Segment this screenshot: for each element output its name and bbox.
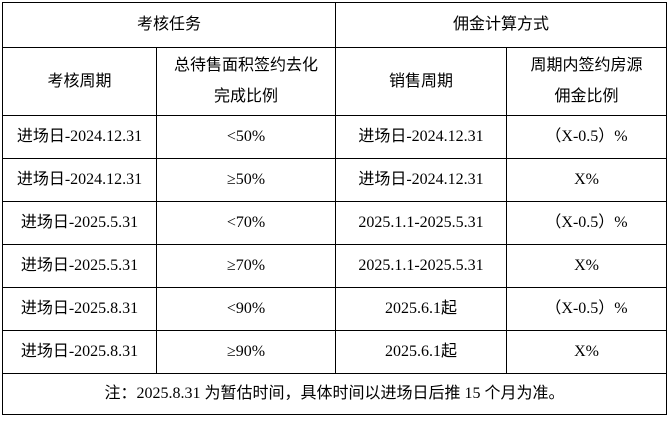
table-note-row: 注：2025.8.31 为暂估时间，具体时间以进场日后推 15 个月为准。 bbox=[1, 373, 668, 415]
table-cell: 进场日-2025.5.31 bbox=[2, 244, 157, 288]
table-header-row-2: 考核周期 总待售面积签约去化 完成比例 销售周期 周期内签约房源 佣金比例 bbox=[2, 47, 668, 116]
table-cell: 2025.6.1起 bbox=[335, 330, 508, 374]
header-assessment-task: 考核任务 bbox=[1, 2, 337, 48]
header-sales-period: 销售周期 bbox=[335, 47, 508, 116]
table-row: 进场日-2025.5.31 ≥70% 2025.1.1-2025.5.31 X% bbox=[2, 244, 668, 288]
table-row: 进场日-2024.12.31 <50% 进场日-2024.12.31 （X-0.… bbox=[2, 115, 668, 159]
table-cell: （X-0.5）% bbox=[506, 115, 668, 159]
table-row: 进场日-2024.12.31 ≥50% 进场日-2024.12.31 X% bbox=[2, 158, 668, 202]
table-cell: （X-0.5）% bbox=[506, 201, 668, 245]
header-completion-ratio: 总待售面积签约去化 完成比例 bbox=[155, 47, 337, 116]
table-row: 进场日-2025.5.31 <70% 2025.1.1-2025.5.31 （X… bbox=[2, 201, 668, 245]
table-cell: 进场日-2025.5.31 bbox=[2, 201, 157, 245]
footnote-text: 注：2025.8.31 为暂估时间，具体时间以进场日后推 15 个月为准。 bbox=[1, 373, 668, 415]
header-commission-ratio-line1: 周期内签约房源 bbox=[530, 57, 643, 75]
table-cell: ≥50% bbox=[155, 158, 337, 202]
header-completion-ratio-line2: 完成比例 bbox=[214, 87, 279, 105]
table-cell: <50% bbox=[155, 115, 337, 159]
table-cell: 2025.1.1-2025.5.31 bbox=[335, 244, 508, 288]
table-cell: 进场日-2024.12.31 bbox=[2, 158, 157, 202]
commission-assessment-table: 考核任务 佣金计算方式 考核周期 总待售面积签约去化 完成比例 销售周期 周期内… bbox=[1, 2, 668, 415]
table-cell: 2025.6.1起 bbox=[335, 287, 508, 331]
header-completion-ratio-line1: 总待售面积签约去化 bbox=[174, 57, 319, 75]
table-cell: ≥90% bbox=[155, 330, 337, 374]
table-cell: 进场日-2024.12.31 bbox=[335, 158, 508, 202]
table-cell: 进场日-2024.12.31 bbox=[2, 115, 157, 159]
table-cell: ≥70% bbox=[155, 244, 337, 288]
table-cell: 进场日-2024.12.31 bbox=[335, 115, 508, 159]
table-cell: X% bbox=[506, 158, 668, 202]
table-cell: 进场日-2025.8.31 bbox=[2, 287, 157, 331]
table-cell: X% bbox=[506, 244, 668, 288]
header-assessment-period: 考核周期 bbox=[2, 47, 157, 116]
table-cell: <90% bbox=[155, 287, 337, 331]
header-commission-ratio: 周期内签约房源 佣金比例 bbox=[506, 47, 668, 116]
table-cell: X% bbox=[506, 330, 668, 374]
table-row: 进场日-2025.8.31 <90% 2025.6.1起 （X-0.5）% bbox=[2, 287, 668, 331]
header-commission-method: 佣金计算方式 bbox=[335, 2, 668, 48]
table-cell: <70% bbox=[155, 201, 337, 245]
table-cell: （X-0.5）% bbox=[506, 287, 668, 331]
table-header-row-1: 考核任务 佣金计算方式 bbox=[1, 2, 668, 48]
table-cell: 进场日-2025.8.31 bbox=[2, 330, 157, 374]
header-commission-ratio-line2: 佣金比例 bbox=[554, 87, 619, 105]
table-cell: 2025.1.1-2025.5.31 bbox=[335, 201, 508, 245]
table-row: 进场日-2025.8.31 ≥90% 2025.6.1起 X% bbox=[2, 330, 668, 374]
